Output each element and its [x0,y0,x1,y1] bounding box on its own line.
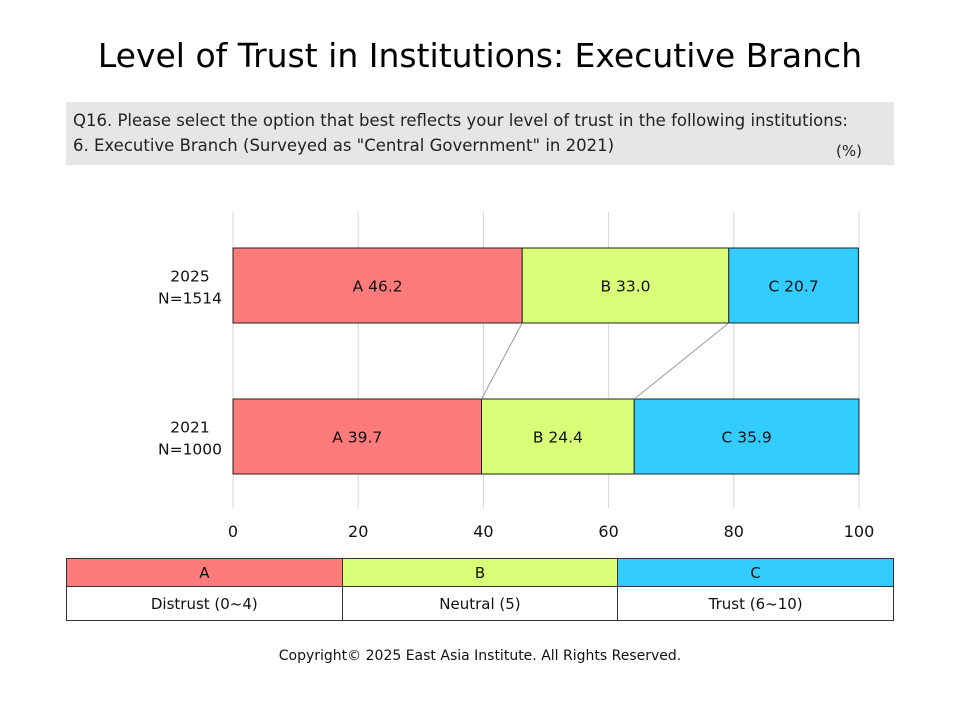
legend-desc-c: Trust (6~10) [617,586,894,621]
y-category-label: N=1514 [158,290,222,308]
legend-code-b: B [341,558,619,587]
question-line-1: Q16. Please select the option that best … [73,111,848,130]
legend-code-a: A [66,558,343,587]
bar-segment-c [728,247,859,324]
bar-segment-a [232,398,483,475]
connector-line [633,322,730,400]
bar-segment-b [521,247,730,324]
connector-line [481,322,523,400]
legend-description-row: Distrust (0~4) Neutral (5) Trust (6~10) [66,586,894,621]
data-label: C 20.7 [768,278,818,296]
y-category-label: 2021 [170,419,209,437]
data-label: A 39.7 [332,429,382,447]
legend-table: A B C Distrust (0~4) Neutral (5) Trust (… [66,558,894,621]
data-label: A 46.2 [353,278,403,296]
unit-label: (%) [836,142,862,160]
data-label: B 33.0 [600,278,650,296]
y-category-label: N=1000 [158,441,222,459]
bar-segment-c [633,398,860,475]
x-tick-label: 0 [228,522,238,541]
copyright-notice: Copyright© 2025 East Asia Institute. All… [278,648,682,664]
legend-code-c: C [617,558,894,587]
chart-title: Level of Trust in Institutions: Executiv… [97,36,863,75]
data-label: C 35.9 [722,429,772,447]
x-tick-label: 20 [348,522,368,541]
legend-code-row: A B C [66,558,894,587]
stacked-bar-chart: 0 20 40 60 80 100 A 46.2 B 33.0 C 20.7 2025 N=1514… [158,212,875,541]
x-tick-label: 80 [724,522,744,541]
data-label: B 24.4 [533,429,583,447]
x-tick-label: 100 [844,522,875,541]
legend-desc-b: Neutral (5) [341,586,619,621]
x-tick-label: 40 [473,522,493,541]
bar-segment-a [232,247,523,324]
legend-desc-a: Distrust (0~4) [66,586,343,621]
question-line-2: 6. Executive Branch (Surveyed as "Centra… [73,136,615,155]
question-box: Q16. Please select the option that best … [66,102,894,165]
x-tick-label: 60 [598,522,618,541]
y-category-label: 2025 [170,268,209,286]
